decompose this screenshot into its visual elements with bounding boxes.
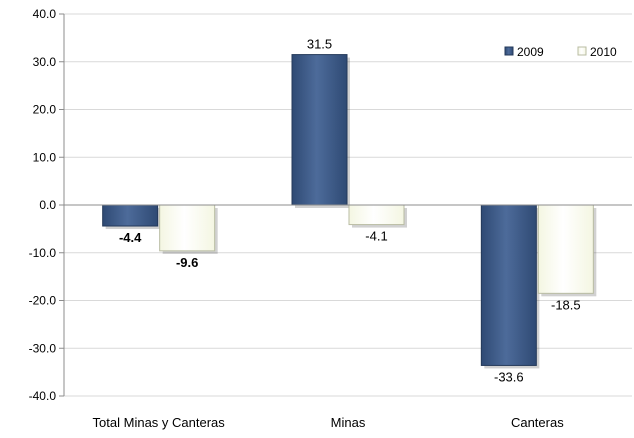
data-label-2009-2: -33.6 — [494, 369, 524, 384]
y-axis-ticks: 40.0 30.0 20.0 10.0 0.0 -10.0 -20.0 -30.0 -40.0 — [29, 7, 64, 403]
data-label-2010-2: -18.5 — [551, 297, 581, 312]
data-labels: -4.4 -9.6 31.5 -4.1 -33.6 -18.5 — [119, 37, 581, 385]
bar-2009-2 — [480, 204, 537, 366]
bar-2010-2 — [537, 204, 594, 294]
legend: 2009 2010 — [504, 45, 617, 59]
data-label-2009-0: -4.4 — [119, 230, 142, 245]
y-tick-label: 40.0 — [33, 7, 57, 21]
legend-label-2009: 2009 — [517, 45, 544, 59]
y-tick-label: -30.0 — [29, 341, 57, 355]
y-tick-label: -10.0 — [29, 246, 57, 260]
x-tick-label: Minas — [331, 415, 366, 430]
x-tick-label: Canteras — [511, 415, 564, 430]
data-label-2009-1: 31.5 — [307, 37, 332, 52]
legend-swatch-2009 — [504, 46, 514, 56]
axes — [63, 14, 632, 396]
y-tick-label: -20.0 — [29, 294, 57, 308]
data-label-2010-1: -4.1 — [365, 229, 387, 244]
bar-2009-1 — [291, 54, 348, 206]
y-tick-label: -40.0 — [29, 389, 57, 403]
data-label-2010-0: -9.6 — [176, 255, 198, 270]
y-tick-label: 10.0 — [33, 150, 57, 164]
y-tick-label: 20.0 — [33, 103, 57, 117]
bar-2009-0 — [102, 204, 159, 227]
x-tick-label: Total Minas y Canteras — [93, 415, 226, 430]
legend-swatch-2010 — [577, 46, 587, 56]
y-tick-label: 30.0 — [33, 55, 57, 69]
legend-label-2010: 2010 — [590, 45, 617, 59]
y-tick-label: 0.0 — [39, 198, 56, 212]
x-axis-ticks: Total Minas y Canteras Minas Canteras — [93, 415, 565, 430]
bars — [102, 54, 597, 369]
bar-2010-1 — [348, 204, 405, 226]
bar-2010-0 — [159, 204, 216, 252]
